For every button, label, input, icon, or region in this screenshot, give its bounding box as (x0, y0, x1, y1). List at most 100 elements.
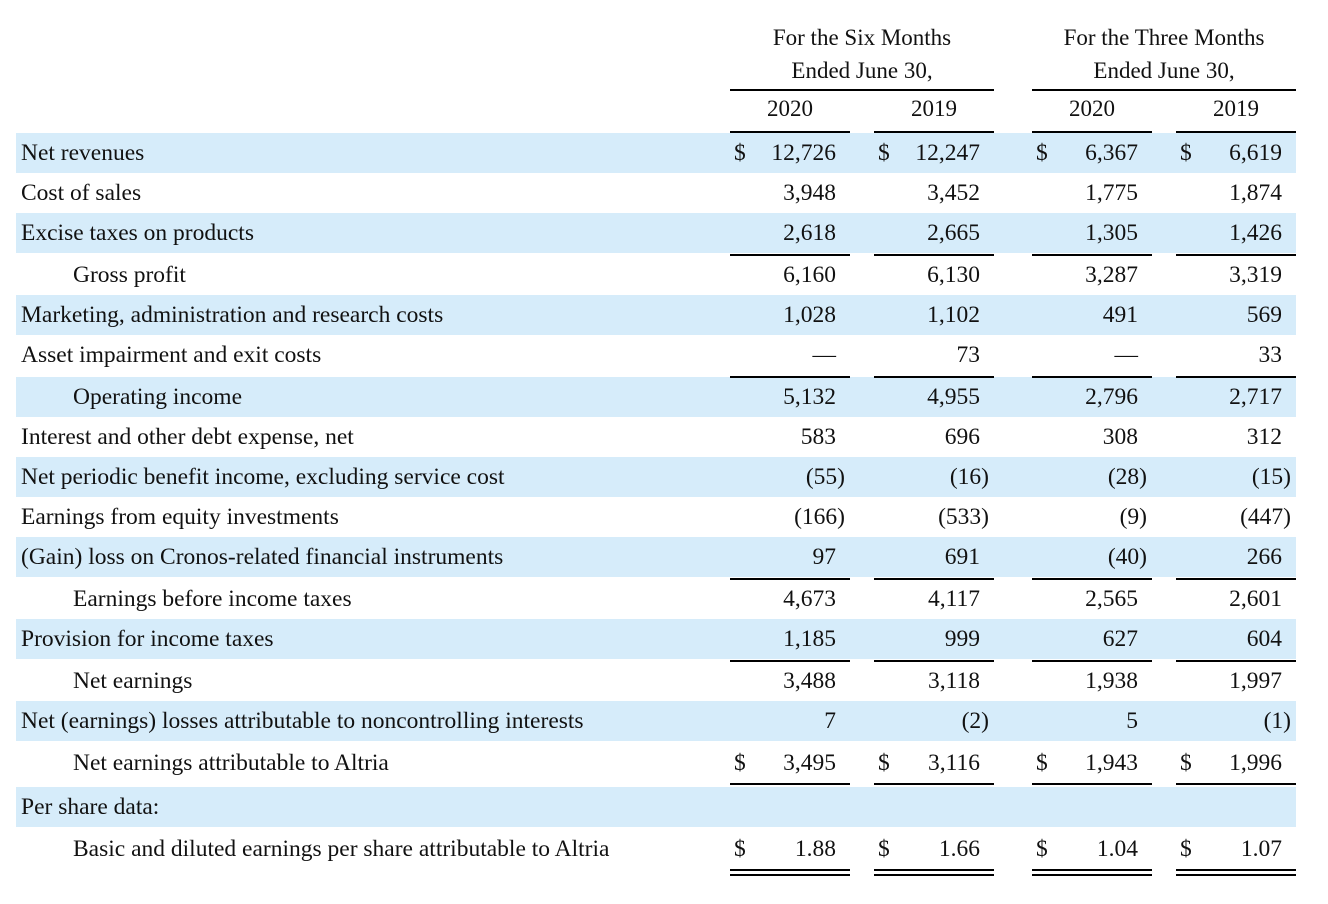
subtotal-rule (1032, 660, 1152, 662)
cell-value: 2,601 (1229, 586, 1282, 612)
currency-symbol: $ (1180, 836, 1192, 862)
cell-value: 73 (956, 342, 981, 368)
subtotal-rule (730, 660, 850, 662)
table-row: Marketing, administration and research c… (16, 295, 1296, 335)
table-row: Asset impairment and exit costs — 73 — 33 (16, 335, 1296, 375)
row-label: Marketing, administration and research c… (21, 302, 444, 328)
cell-value: 1,305 (1085, 220, 1138, 246)
cell-value: 1,874 (1229, 180, 1282, 206)
subtotal-rule (1176, 376, 1296, 378)
cell-value: 1,028 (783, 302, 836, 328)
subtotal-rule (1176, 254, 1296, 256)
table-row: Net revenues $12,726 $12,247 $6,367 $6,619 (16, 133, 1296, 173)
cell-value: 3,488 (783, 668, 836, 694)
cell-value: 691 (944, 544, 980, 570)
cell-value: 6,130 (927, 262, 980, 288)
cell-value: 1,943 (1085, 750, 1138, 776)
cell-value: 2,618 (783, 220, 836, 246)
cell-value: 1,775 (1085, 180, 1138, 206)
cell-value: 6,160 (783, 262, 836, 288)
cell-value: 3,118 (927, 668, 980, 694)
currency-symbol: $ (1036, 140, 1048, 166)
cell-value: 1,185 (783, 626, 836, 652)
currency-symbol: $ (734, 140, 746, 166)
currency-symbol: $ (1180, 140, 1192, 166)
three-months-header-line2: Ended June 30, (1093, 58, 1235, 83)
subtotal-rule (730, 254, 850, 256)
row-label: Operating income (73, 384, 243, 410)
cell-value: 5,132 (783, 384, 836, 410)
row-label: Excise taxes on products (21, 220, 254, 246)
year-rule-3 (1032, 131, 1152, 133)
cell-value: 312 (1246, 424, 1282, 450)
cell-value: (55) (805, 464, 845, 490)
cell-value: 491 (1102, 302, 1138, 328)
cell-value: 3,452 (927, 180, 980, 206)
table-row: Basic and diluted earnings per share att… (16, 829, 1296, 876)
cell-value: 12,726 (771, 140, 836, 166)
cell-value: 3,116 (927, 750, 980, 776)
table-row: Earnings from equity investments (166) (53… (16, 497, 1296, 537)
cell-value: (447) (1240, 504, 1291, 530)
cell-value: 3,495 (783, 750, 836, 776)
cell-value: 569 (1246, 302, 1282, 328)
cell-value: 4,673 (783, 586, 836, 612)
table-row: Per share data: (16, 787, 1296, 827)
cell-value: (9) (1119, 504, 1147, 530)
row-label: Cost of sales (21, 180, 142, 206)
currency-symbol: $ (734, 836, 746, 862)
cell-value: 308 (1102, 424, 1138, 450)
currency-symbol: $ (1036, 836, 1048, 862)
cell-value: 1,996 (1229, 750, 1282, 776)
row-label: (Gain) loss on Cronos-related financial … (21, 544, 504, 570)
subtotal-rule (1176, 660, 1296, 662)
year-header-six-2020: 2020 (767, 96, 813, 121)
three-months-header-line1: For the Three Months (1063, 25, 1265, 50)
table-row: Net earnings attributable to Altria $3,49… (16, 743, 1296, 790)
row-label: Provision for income taxes (21, 626, 274, 652)
currency-symbol: $ (734, 750, 746, 776)
cell-value: 2,717 (1229, 384, 1282, 410)
total-double-rule (1032, 869, 1152, 876)
three-months-header-rule (1032, 89, 1296, 91)
row-label: Net (earnings) losses attributable to no… (21, 708, 584, 734)
cell-value: 604 (1246, 626, 1282, 652)
cell-value: 4,955 (927, 384, 980, 410)
cell-value: 5 (1126, 708, 1138, 734)
cell-value: 2,665 (927, 220, 980, 246)
table-row: Interest and other debt expense, net 583 6… (16, 417, 1296, 457)
currency-symbol: $ (1036, 750, 1048, 776)
row-label: Per share data: (21, 794, 160, 820)
cell-value: 1.07 (1240, 836, 1282, 862)
cell-value: (1) (1263, 708, 1291, 734)
cell-value: 1,938 (1085, 668, 1138, 694)
row-label: Net revenues (21, 140, 145, 166)
table-row: Net earnings 3,488 3,118 1,938 1,997 (16, 660, 1296, 701)
table-row: Net periodic benefit income, excluding s… (16, 457, 1296, 497)
cell-value: 1.88 (794, 836, 836, 862)
cell-value: 583 (800, 424, 836, 450)
row-label: Earnings from equity investments (21, 504, 339, 530)
six-months-header-line2: Ended June 30, (791, 58, 933, 83)
cell-value: (28) (1107, 464, 1147, 490)
subtotal-rule (730, 376, 850, 378)
six-months-header-line1: For the Six Months (772, 25, 952, 50)
subtotal-rule (874, 578, 994, 580)
row-label: Asset impairment and exit costs (21, 342, 322, 368)
year-rule-2 (874, 131, 994, 133)
three-months-header: For the Three Months Ended June 30, (1032, 21, 1296, 87)
cell-value: (2) (961, 708, 989, 734)
table-row: Operating income 5,132 4,955 2,796 2,717 (16, 376, 1296, 417)
subtotal-rule (1032, 376, 1152, 378)
year-header-six-2019: 2019 (911, 96, 957, 121)
cell-value: (40) (1107, 544, 1147, 570)
cell-value: 1,997 (1229, 668, 1282, 694)
subtotal-rule (1032, 578, 1152, 580)
year-rule-1 (730, 131, 850, 133)
cell-value: 7 (824, 708, 836, 734)
row-label: Earnings before income taxes (73, 586, 352, 612)
cell-value: 1,102 (927, 302, 980, 328)
subtotal-rule (874, 376, 994, 378)
table-row: (Gain) loss on Cronos-related financial … (16, 537, 1296, 577)
